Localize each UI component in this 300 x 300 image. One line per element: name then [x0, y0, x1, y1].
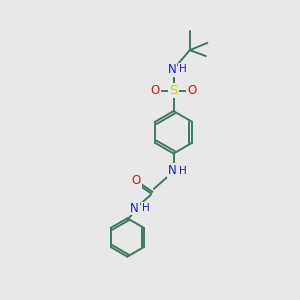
Text: H: H — [179, 166, 187, 176]
Text: H: H — [142, 203, 149, 213]
Text: S: S — [169, 84, 178, 97]
Text: N: N — [130, 202, 139, 214]
Text: N: N — [168, 164, 176, 177]
Text: O: O — [131, 174, 141, 187]
Text: O: O — [187, 84, 196, 97]
Text: N: N — [168, 63, 176, 76]
Text: O: O — [151, 84, 160, 97]
Text: H: H — [179, 64, 187, 74]
